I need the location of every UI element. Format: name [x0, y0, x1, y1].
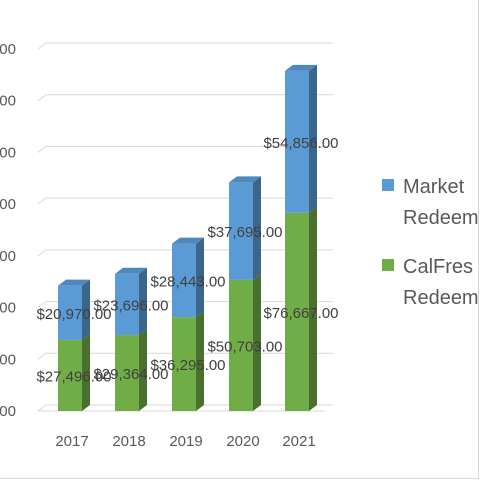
bar-segment: [285, 206, 317, 411]
bar-segment: [115, 329, 147, 411]
gridline: [37, 94, 333, 102]
bar-segment: [285, 64, 317, 213]
legend-item: Market Redeem: [382, 176, 479, 229]
bar-front: [229, 182, 253, 280]
bar-segment: [58, 279, 90, 340]
bar-side: [82, 279, 90, 340]
y-tick-label: .00: [0, 196, 16, 213]
y-tick-label: .00: [0, 403, 16, 420]
bar-side: [82, 333, 90, 411]
legend-label: CalFres: [403, 256, 473, 278]
x-axis-tick-labels: 2017 2018 2019 2020 2021: [55, 433, 315, 450]
bar-side: [253, 273, 261, 411]
data-label: $23,696.00: [93, 297, 168, 314]
gridline: [37, 42, 333, 50]
bar-side: [139, 267, 147, 336]
data-label: $50,703.00: [207, 338, 282, 355]
bar-front: [115, 273, 139, 336]
bar-front: [58, 285, 82, 340]
bar-front: [115, 335, 139, 411]
bar-front: [229, 279, 253, 411]
legend-label: Redeem: [403, 207, 479, 229]
bar-top: [229, 176, 261, 183]
data-label: $28,443.00: [150, 273, 225, 290]
x-tick-label: 2018: [112, 433, 145, 450]
data-label: $20,970.00: [36, 306, 111, 323]
bar-top: [115, 267, 147, 274]
data-label: $76,667.00: [263, 305, 338, 322]
bar-side: [139, 329, 147, 411]
y-tick-label: .00: [0, 93, 16, 110]
x-tick-label: 2021: [282, 433, 315, 450]
x-tick-label: 2017: [55, 433, 88, 450]
bar-front: [172, 243, 196, 318]
data-label: $27,496.00: [36, 368, 111, 385]
data-label: $29,364.00: [93, 366, 168, 383]
legend-item: CalFres Redeem: [382, 256, 479, 309]
x-tick-label: 2020: [226, 433, 259, 450]
y-tick-label: .00: [0, 300, 16, 317]
gridline: [37, 145, 333, 153]
bar-segment: [58, 333, 90, 411]
bar-segment: [172, 311, 204, 411]
y-tick-label: .00: [0, 144, 16, 161]
legend-swatch: [382, 259, 394, 271]
bar-segment: [172, 237, 204, 318]
y-tick-label: .00: [0, 351, 16, 368]
bar-segment: [229, 273, 261, 411]
data-label: $36,295.00: [150, 357, 225, 374]
data-labels: $27,496.00 $20,970.00 $29,364.00 $23,696.00…: [36, 135, 338, 386]
bar-front: [285, 70, 309, 213]
legend: Market Redeem CalFres Redeem: [382, 176, 479, 309]
bar-side: [309, 64, 317, 213]
x-tick-label: 2019: [169, 433, 202, 450]
bar-top: [285, 64, 317, 71]
bar-segment: [115, 267, 147, 336]
bars: [58, 64, 317, 411]
bar-top: [58, 279, 90, 286]
y-tick-label: .00: [0, 41, 16, 58]
y-tick-label: .00: [0, 248, 16, 265]
bar-front: [285, 212, 309, 411]
data-label: $54,856.00: [263, 135, 338, 152]
bar-side: [196, 237, 204, 318]
y-axis-tick-labels: .00 .00 .00 .00 .00 .00 .00 .00: [0, 41, 16, 420]
legend-label: Redeem: [403, 287, 479, 309]
legend-label: Market: [403, 176, 465, 198]
legend-swatch: [382, 179, 394, 191]
bar-segment: [229, 176, 261, 280]
data-label: $37,695.00: [207, 224, 282, 241]
bar-top: [172, 237, 204, 244]
bar-side: [196, 311, 204, 411]
bar-front: [58, 339, 82, 411]
bar-side: [309, 206, 317, 411]
bar-side: [253, 176, 261, 280]
bar-front: [172, 317, 196, 411]
